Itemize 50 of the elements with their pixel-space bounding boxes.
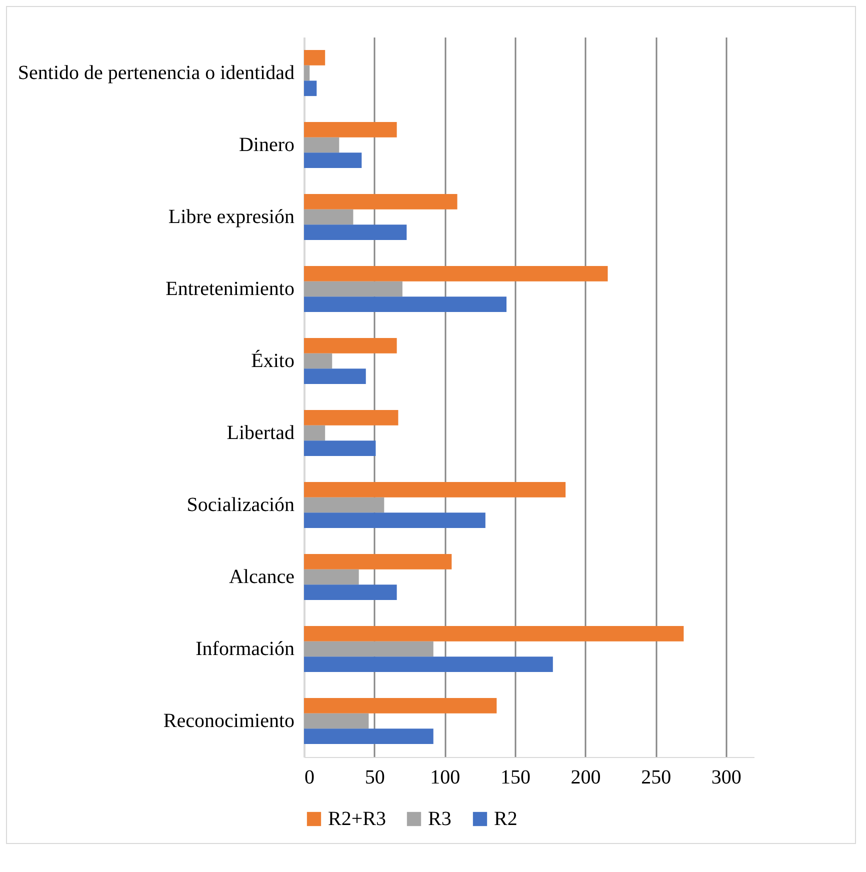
bar xyxy=(304,281,402,297)
bar xyxy=(304,80,317,96)
x-tick-label: 150 xyxy=(500,766,530,788)
bar xyxy=(304,482,566,498)
bar xyxy=(304,425,326,441)
bar xyxy=(304,338,397,354)
bar xyxy=(304,713,369,729)
legend-label: R2 xyxy=(494,808,518,830)
bar xyxy=(304,137,340,153)
x-tick-label: 250 xyxy=(641,766,672,788)
y-tick-label: Éxito xyxy=(251,349,294,372)
y-tick-label: Libertad xyxy=(226,422,294,444)
bar xyxy=(304,656,553,672)
y-tick-label: Socialización xyxy=(186,494,294,516)
x-tick-label: 300 xyxy=(711,766,742,788)
legend-label: R3 xyxy=(428,808,452,830)
x-tick-label: 100 xyxy=(430,766,460,788)
bar xyxy=(304,497,384,513)
y-tick-label: Sentido de pertenencia o identidad xyxy=(18,62,294,84)
y-tick-label: Dinero xyxy=(238,134,294,156)
bar xyxy=(304,65,310,81)
bar xyxy=(304,440,376,456)
bar xyxy=(304,50,326,66)
bar xyxy=(304,626,684,642)
bar xyxy=(304,410,398,426)
legend-label: R2+R3 xyxy=(328,808,386,830)
bar xyxy=(304,698,497,714)
bar xyxy=(304,569,359,585)
bar xyxy=(304,194,458,210)
y-tick-label: Reconocimiento xyxy=(163,710,294,732)
x-tick-label: 50 xyxy=(364,766,385,788)
bar xyxy=(304,209,354,225)
bar xyxy=(304,122,397,138)
bar xyxy=(304,584,397,600)
y-tick-label: Alcance xyxy=(228,566,295,588)
bar xyxy=(304,266,608,282)
bar xyxy=(304,224,407,240)
x-tick-label: 200 xyxy=(570,766,601,788)
bar xyxy=(304,296,506,312)
y-tick-label: Libre expresión xyxy=(168,206,294,228)
bar xyxy=(304,554,452,570)
bar xyxy=(304,368,366,384)
bar xyxy=(304,152,362,168)
bar xyxy=(304,353,332,369)
bar xyxy=(304,512,486,528)
bar xyxy=(304,728,434,744)
bar xyxy=(304,641,434,657)
y-tick-label: Información xyxy=(196,638,294,660)
y-tick-label: Entretenimiento xyxy=(166,278,294,300)
x-tick-label: 0 xyxy=(304,766,314,788)
